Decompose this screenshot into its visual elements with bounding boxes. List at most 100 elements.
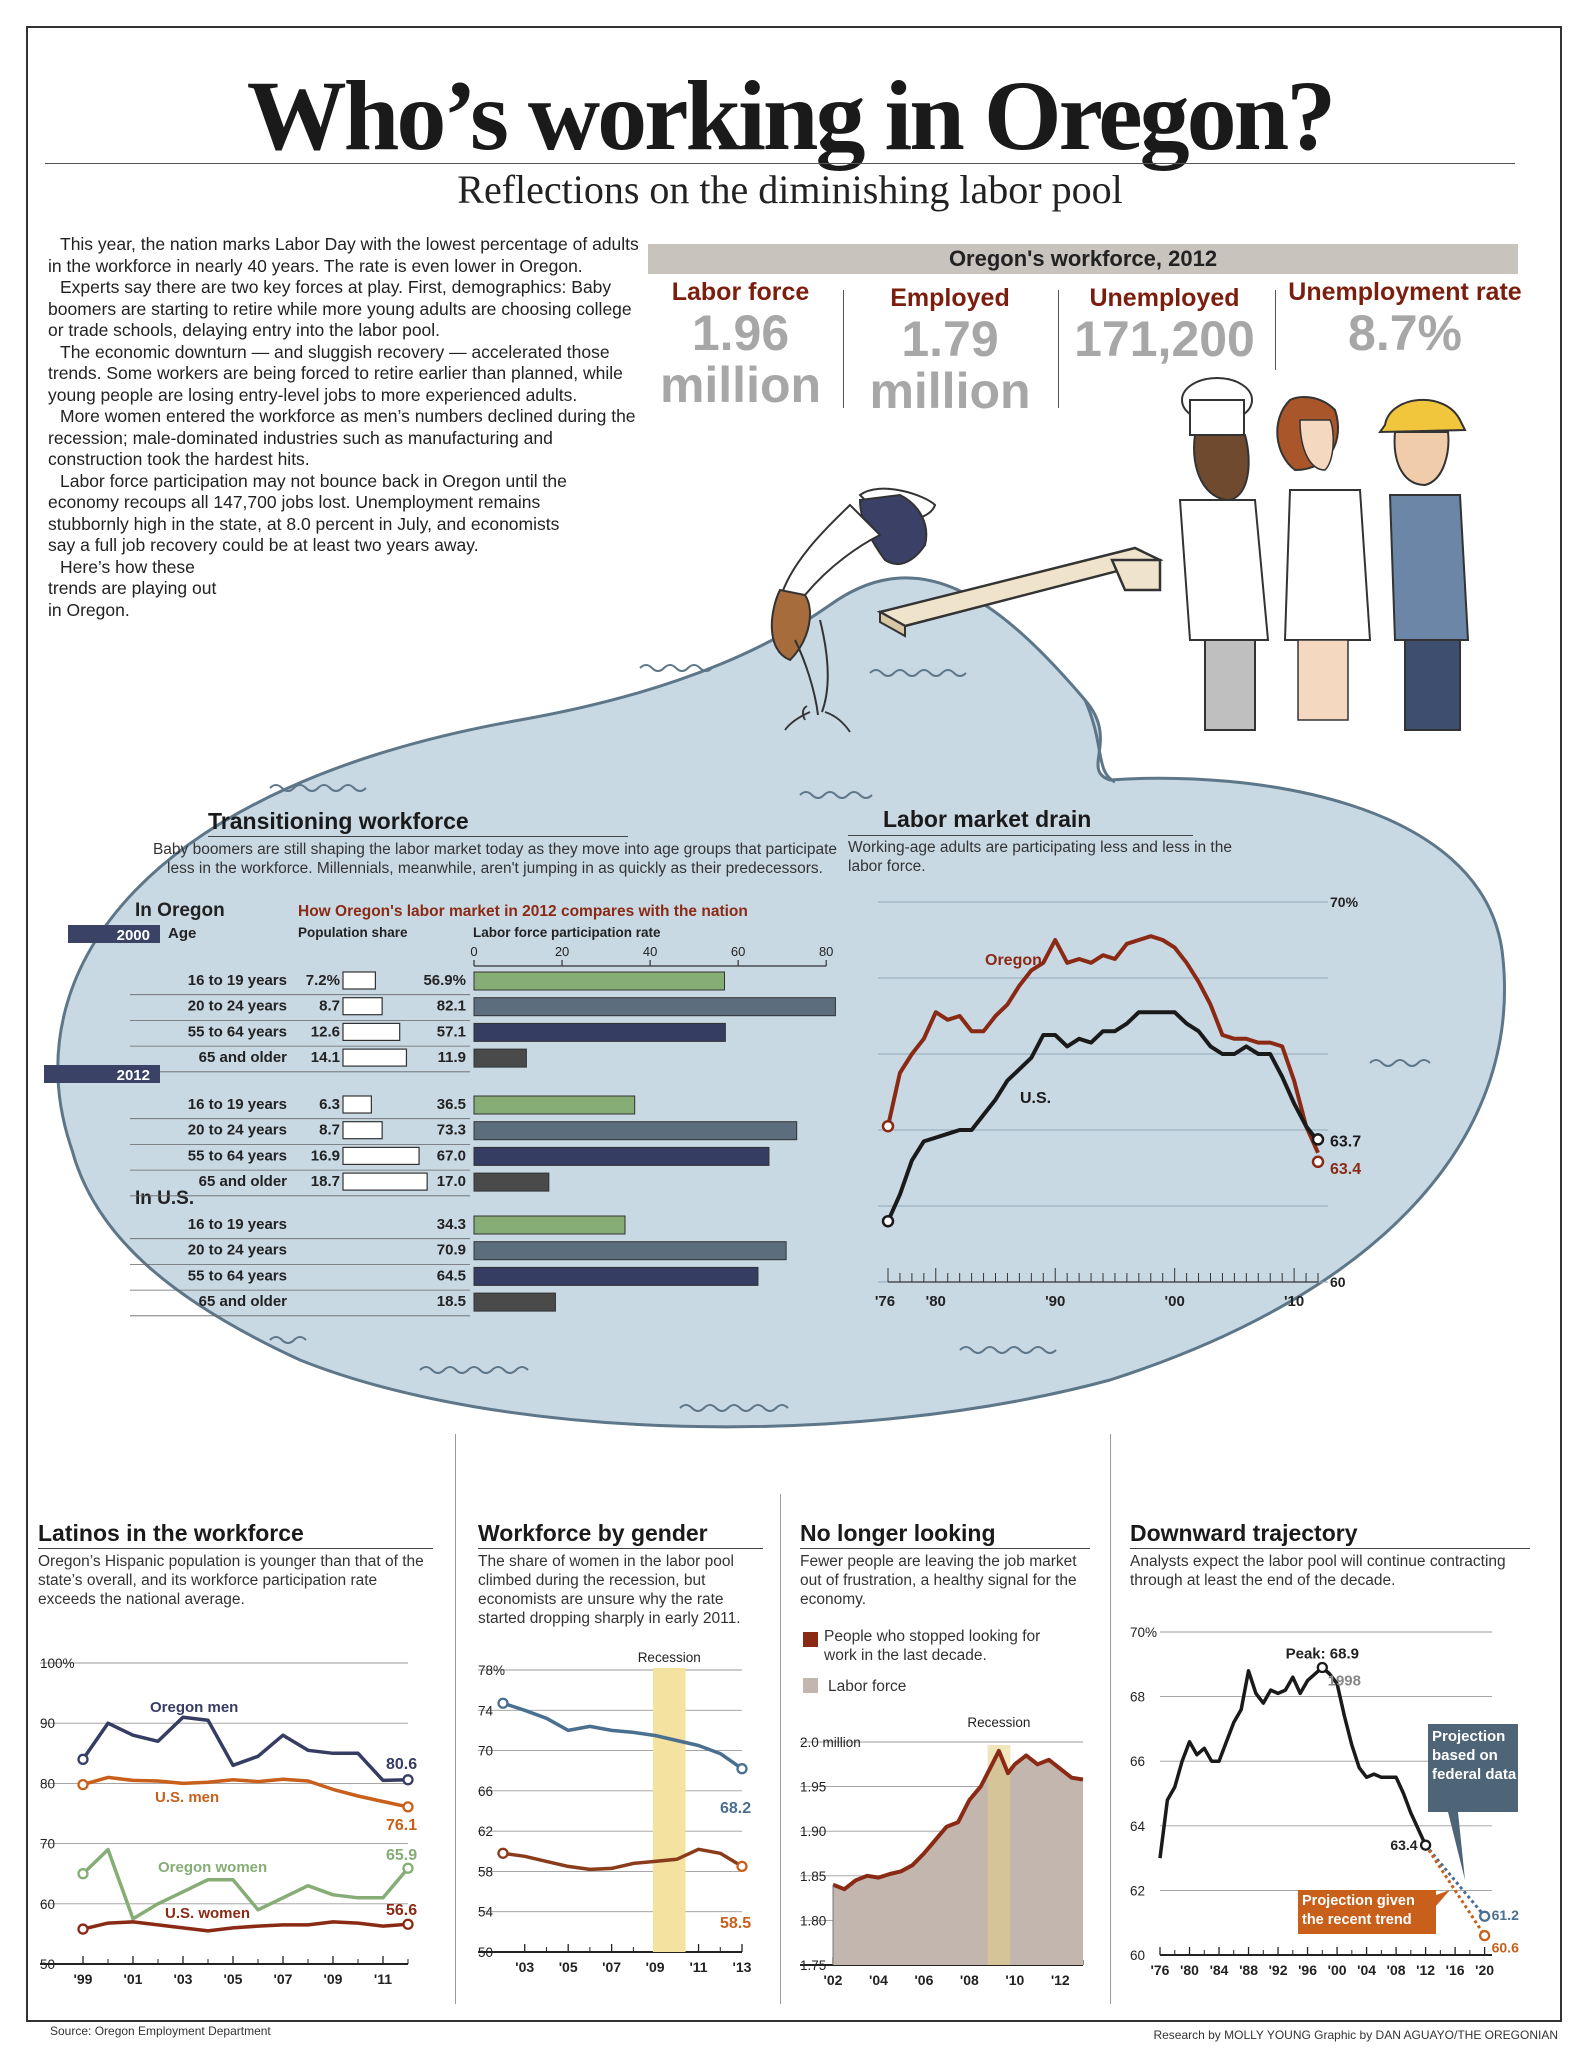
age-header: Age — [168, 925, 197, 942]
series-end-label: 68.2 — [720, 1800, 751, 1817]
x-tick-label: 60 — [731, 944, 745, 959]
stat-value: 171,200 — [1074, 311, 1255, 367]
drain-title: Labor market drain — [883, 806, 1092, 832]
age-label: 16 to 19 years — [188, 1096, 287, 1113]
stat-label: Employed — [890, 284, 1010, 312]
participation-value: 17.0 — [437, 1173, 466, 1190]
transition-subtitle: How Oregon's labor market in 2012 compar… — [298, 903, 748, 920]
x-tick-label: '99 — [74, 1971, 93, 1987]
diving-board — [876, 546, 1164, 638]
drain-rule — [848, 835, 1193, 836]
y-tick-label: 70 — [40, 1837, 55, 1852]
stat-unemployment-rate: Unemployment rate 8.7% — [1285, 278, 1525, 359]
y-tick-label: 58 — [478, 1864, 493, 1879]
x-tick-label: '04 — [1357, 1962, 1376, 1978]
population-share-header: Population share — [298, 925, 408, 940]
stats-band-title: Oregon's workforce, 2012 — [648, 244, 1518, 274]
participation-bar — [473, 1266, 759, 1286]
participation-bar — [473, 1172, 550, 1192]
x-tick-label: '10 — [1005, 1972, 1024, 1988]
x-tick-label: '07 — [602, 1959, 621, 1975]
x-tick-label: '05 — [559, 1959, 578, 1975]
stat-value: 1.79 — [901, 311, 999, 367]
y-tick-label: 90 — [40, 1716, 55, 1731]
age-label: 55 to 64 years — [188, 1267, 287, 1284]
participation-value: 64.5 — [437, 1267, 466, 1284]
peak-point — [1316, 1661, 1328, 1674]
y-tick-label: 78% — [478, 1663, 505, 1678]
series-end-label: 63.7 — [1330, 1133, 1361, 1150]
projection-trend-point — [1478, 1929, 1491, 1942]
population-share-bar — [342, 1172, 428, 1191]
panel-separator — [1110, 1434, 1111, 2004]
intro-paragraph: Experts say there are two key forces at … — [48, 277, 632, 340]
population-share-bar — [342, 971, 377, 990]
stat-divider — [1275, 290, 1276, 370]
series-end-point — [1311, 1133, 1325, 1146]
peak-label: Peak: 68.9 — [1286, 1646, 1359, 1663]
x-tick-label: '00 — [1328, 1962, 1347, 1978]
x-tick-label: '01 — [124, 1971, 143, 1987]
x-tick-label: '80 — [1180, 1962, 1199, 1978]
x-tick-label: '08 — [960, 1972, 979, 1988]
x-tick-label: '12 — [1416, 1962, 1435, 1978]
projection-trend-pointer — [1436, 1890, 1450, 1906]
x-tick-label: '11 — [689, 1959, 707, 1975]
x-tick-label: '92 — [1269, 1962, 1288, 1978]
y-tick-label: 60 — [1130, 1948, 1145, 1963]
looking-rule — [800, 1548, 1090, 1549]
series-end-point — [402, 1918, 414, 1930]
series-start-point — [881, 1119, 895, 1133]
population-share-bar — [342, 1095, 372, 1114]
x-tick-label: '20 — [1475, 1962, 1494, 1978]
series-start-point — [497, 1847, 509, 1859]
population-share-value: 14.1 — [311, 1049, 340, 1066]
stat-value: 8.7% — [1348, 305, 1462, 361]
x-tick-label: '04 — [869, 1972, 888, 1988]
stat-label: Unemployment rate — [1288, 278, 1522, 306]
title-rule — [45, 163, 1515, 164]
population-share-value: 7.2% — [306, 972, 340, 989]
x-tick-label: 80 — [819, 944, 833, 959]
projection-trend-box — [1298, 1890, 1436, 1934]
series-end-point — [402, 1774, 414, 1786]
x-tick-label: '02 — [824, 1972, 843, 1988]
x-tick-label: '09 — [324, 1971, 343, 1987]
y-tick-label: 100% — [40, 1656, 75, 1671]
chef-figure — [1178, 377, 1270, 731]
population-share-value: 8.7 — [319, 998, 340, 1015]
participation-bar — [473, 1146, 770, 1166]
y-tick-label: 66 — [1130, 1754, 1145, 1769]
trajectory-title: Downward trajectory — [1130, 1520, 1358, 1546]
intro-paragraph: More women entered the workforce as men’… — [48, 406, 636, 469]
y-tick-label: 70% — [1130, 1625, 1157, 1640]
x-tick-label: '06 — [914, 1972, 933, 1988]
y-tick-label: 1.90 — [800, 1824, 826, 1839]
x-tick-label: '08 — [1387, 1962, 1406, 1978]
y-tick-label: 62 — [1130, 1883, 1145, 1898]
stat-divider — [843, 290, 844, 408]
series-end-point — [1311, 1155, 1325, 1169]
projection-federal-box — [1428, 1724, 1518, 1812]
population-share-bar — [342, 1121, 383, 1140]
series-line — [82, 1775, 409, 1809]
participation-header: Labor force participation rate — [473, 925, 661, 940]
participation-bar — [473, 1095, 636, 1115]
series-name-label: U.S. men — [155, 1789, 219, 1806]
y-tick-label: 1.80 — [800, 1913, 826, 1928]
credit-note: Research by MOLLY YOUNG Graphic by DAN A… — [1153, 2028, 1558, 2042]
y-tick-label: 1.95 — [800, 1780, 826, 1795]
x-tick-label: '76 — [1151, 1962, 1170, 1978]
transition-desc: Baby boomers are still shaping the labor… — [152, 841, 838, 877]
participation-value: 82.1 — [437, 998, 466, 1015]
stat-label: Unemployed — [1089, 284, 1240, 312]
x-tick-label: '76 — [875, 1293, 895, 1310]
gender-desc: The share of women in the labor pool cli… — [478, 1553, 741, 1627]
series-name-label: Oregon — [985, 952, 1042, 969]
population-share-value: 12.6 — [311, 1023, 340, 1040]
trajectory-rule — [1130, 1548, 1530, 1549]
x-tick-label: '84 — [1210, 1962, 1229, 1978]
series-start-point — [881, 1214, 895, 1228]
population-share-value: 18.7 — [311, 1173, 340, 1190]
recession-label: Recession — [638, 1650, 701, 1665]
